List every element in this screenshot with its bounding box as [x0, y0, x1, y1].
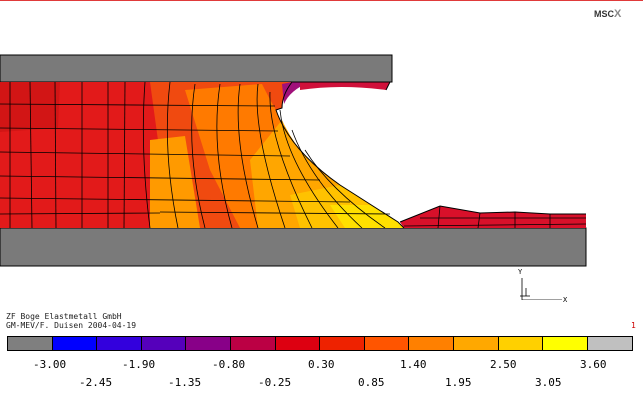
legend-swatch	[186, 337, 231, 350]
legend-swatch	[8, 337, 53, 350]
legend-label-top: -0.80	[212, 358, 246, 371]
legend-label-top: 0.30	[308, 358, 335, 371]
legend-swatch	[97, 337, 142, 350]
legend-label-bottom: 0.85	[358, 376, 385, 389]
legend-label-top: 3.60	[580, 358, 607, 371]
msc-logo: MSCX	[594, 8, 621, 20]
legend-label-top: -1.90	[122, 358, 156, 371]
legend-swatch	[320, 337, 365, 350]
legend-swatch	[453, 337, 499, 350]
page-number: 1	[631, 321, 636, 330]
triad-y-label: Y	[518, 268, 523, 276]
legend-swatch	[409, 337, 454, 350]
bottom-steel-plate	[0, 227, 587, 267]
fem-viewport[interactable]	[0, 0, 643, 300]
legend-label-bottom: 3.05	[535, 376, 562, 389]
legend-label-bottom: -2.45	[79, 376, 113, 389]
legend-swatch	[498, 337, 544, 350]
legend-label-bottom: -1.35	[168, 376, 202, 389]
rubber-mesh	[0, 81, 587, 229]
logo-text: MSC	[594, 9, 614, 19]
legend-swatch	[587, 337, 633, 350]
legend-swatch	[364, 337, 410, 350]
legend-label-bottom: -0.25	[258, 376, 292, 389]
color-legend-bar	[7, 336, 634, 351]
legend-swatch	[52, 337, 98, 350]
legend-swatch	[543, 337, 588, 350]
legend-label-top: 2.50	[490, 358, 517, 371]
legend-label-bottom: 1.95	[445, 376, 472, 389]
legend-label-top: -3.00	[33, 358, 67, 371]
legend-swatch	[275, 337, 321, 350]
legend-label-top: 1.40	[400, 358, 427, 371]
company-caption: ZF Boge Elastmetall GmbH	[6, 312, 122, 321]
legend-swatch	[141, 337, 187, 350]
legend-swatch	[230, 337, 276, 350]
header-rule	[0, 0, 643, 1]
top-steel-plate	[0, 54, 393, 83]
author-caption: GM-MEV/F. Duisen 2004-04-19	[6, 321, 137, 330]
coordinate-triad	[520, 278, 562, 300]
triad-x-label: X	[563, 296, 568, 304]
logo-mark: X	[614, 8, 622, 20]
